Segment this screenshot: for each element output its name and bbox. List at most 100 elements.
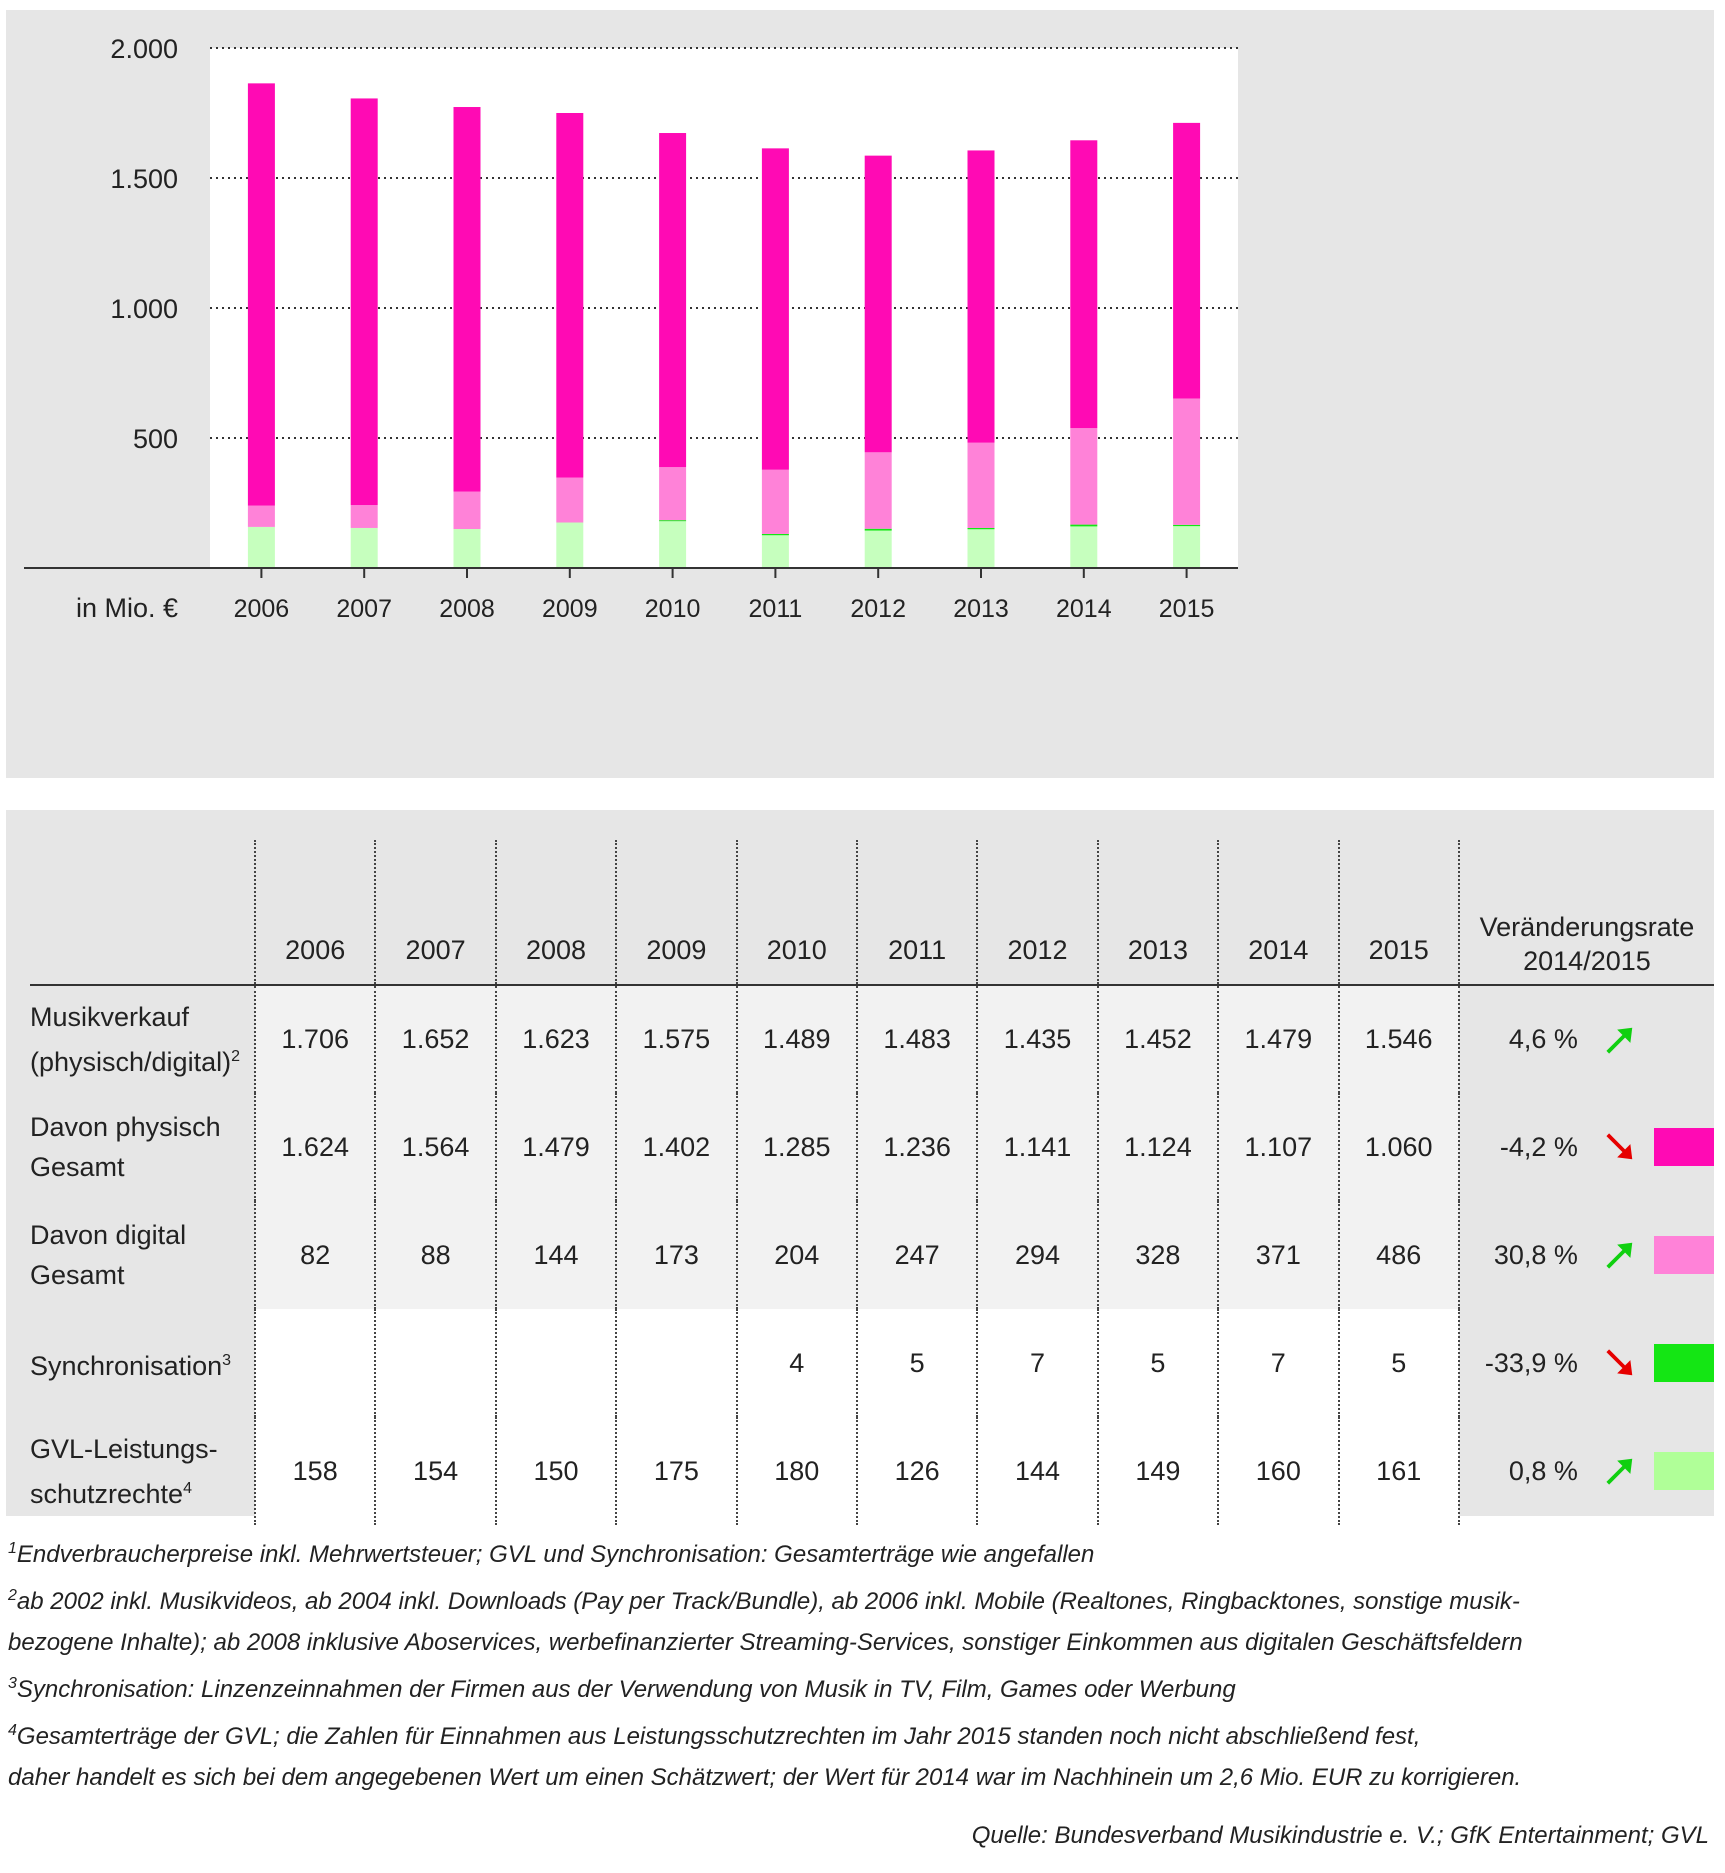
bar-segment bbox=[761, 533, 789, 536]
table-cell bbox=[374, 1309, 496, 1417]
table-cell: 1.452 bbox=[1096, 985, 1219, 1093]
footnote: 4Gesamterträge der GVL; die Zahlen für E… bbox=[8, 1722, 1421, 1750]
table-cell: 4 bbox=[735, 1309, 857, 1417]
header-year: 2012 bbox=[976, 840, 1098, 986]
bar-segment bbox=[761, 469, 789, 534]
x-tick-label: 2010 bbox=[645, 595, 701, 623]
legend-swatch bbox=[1653, 1452, 1714, 1490]
bar-segment bbox=[1173, 524, 1201, 527]
trend-up-icon bbox=[1606, 1242, 1633, 1269]
header-rate: Veränderungsrate 2014/2015 bbox=[1457, 840, 1714, 986]
bar-segment bbox=[350, 98, 378, 506]
bar-segment bbox=[967, 527, 995, 530]
table-row: Synchronisation3 4 5 7 5 7 5 -33,9 % bbox=[30, 1309, 1714, 1417]
table-cell: 160 bbox=[1217, 1417, 1339, 1525]
footnote: 3Synchronisation: Linzenzeinnahmen der F… bbox=[8, 1675, 1236, 1703]
bar-segment bbox=[967, 150, 995, 443]
table-cell: 154 bbox=[374, 1417, 496, 1525]
x-tick-label: 2006 bbox=[234, 595, 290, 623]
legend-swatch bbox=[1653, 1128, 1714, 1166]
bar-segment bbox=[864, 530, 892, 568]
stacked-bar-chart: 500 1.000 1.500 2.000 2006 2007 2008 2009 2010 20… bbox=[24, 34, 1238, 623]
bar-segment bbox=[556, 113, 584, 478]
table-cell: 82 bbox=[253, 1201, 376, 1309]
bar-segment bbox=[453, 107, 481, 492]
trend-up-icon bbox=[1606, 1458, 1633, 1485]
row-label: Synchronisation3 bbox=[30, 1350, 232, 1381]
header-year: 2006 bbox=[253, 840, 376, 986]
bar-segment bbox=[350, 505, 378, 528]
table-cell: 5 bbox=[1096, 1309, 1219, 1417]
bar-segment bbox=[659, 133, 687, 468]
table-cell: 161 bbox=[1337, 1417, 1459, 1525]
data-table: 2006 2007 2008 2009 2010 2011 2012 2013 2014 2015… bbox=[30, 840, 1714, 1525]
header-year: 2007 bbox=[374, 840, 496, 986]
table-cell: 88 bbox=[374, 1201, 496, 1309]
table-cell: 1.479 bbox=[494, 1093, 617, 1201]
table-cell: 7 bbox=[976, 1309, 1098, 1417]
rate-cell: 4,6 % bbox=[1457, 985, 1714, 1093]
bar-segment bbox=[1070, 524, 1098, 527]
row-label: Musikverkauf (physisch/digital)2 bbox=[30, 1002, 240, 1077]
table-cell: 1.479 bbox=[1217, 985, 1339, 1093]
table-cell: 1.564 bbox=[374, 1093, 496, 1201]
bar-segment bbox=[1070, 428, 1098, 525]
bar-segment bbox=[659, 467, 687, 521]
y-tick-label: 2.000 bbox=[110, 34, 178, 64]
rate-cell: -4,2 % bbox=[1457, 1093, 1714, 1201]
table-cell: 1.706 bbox=[253, 985, 376, 1093]
trend-down-icon bbox=[1606, 1349, 1633, 1376]
rate-cell: -33,9 % bbox=[1457, 1309, 1714, 1417]
bar-segment bbox=[864, 155, 892, 453]
rate-value: -4,2 % bbox=[1499, 1131, 1578, 1162]
table-cell: 1.060 bbox=[1337, 1093, 1459, 1201]
bar-segment bbox=[1070, 526, 1098, 568]
row-label: GVL-Leistungs-schutzrechte4 bbox=[30, 1433, 218, 1509]
bar-segment bbox=[1070, 140, 1098, 429]
row-label: Davon digital Gesamt bbox=[30, 1220, 187, 1290]
table-cell: 1.124 bbox=[1096, 1093, 1219, 1201]
footnote: 2ab 2002 inkl. Musikvideos, ab 2004 inkl… bbox=[8, 1587, 1520, 1615]
rate-value: 30,8 % bbox=[1493, 1239, 1578, 1270]
header-year: 2013 bbox=[1096, 840, 1219, 986]
table-cell: 144 bbox=[494, 1201, 617, 1309]
x-tick-label: 2007 bbox=[336, 595, 392, 623]
bar-segment bbox=[1173, 526, 1201, 568]
table-cell: 1.489 bbox=[735, 985, 857, 1093]
table-cell: 126 bbox=[855, 1417, 978, 1525]
bar-segment bbox=[247, 83, 275, 506]
table-cell: 5 bbox=[855, 1309, 978, 1417]
plot-area bbox=[210, 48, 1238, 568]
header-year: 2014 bbox=[1217, 840, 1339, 986]
bar-segment bbox=[453, 529, 481, 568]
chart-panel: 500 1.000 1.500 2.000 2006 2007 2008 2009 2010 20… bbox=[6, 10, 1714, 778]
x-tick-label: 2011 bbox=[749, 595, 803, 623]
footnote: 1Endverbraucherpreise inkl. Mehrwertsteu… bbox=[8, 1540, 1095, 1568]
table-cell: 5 bbox=[1337, 1309, 1459, 1417]
table-cell: 371 bbox=[1217, 1201, 1339, 1309]
trend-up-icon bbox=[1606, 1027, 1633, 1054]
table-cell: 1.546 bbox=[1337, 985, 1459, 1093]
table-cell: 294 bbox=[976, 1201, 1098, 1309]
table-cell: 1.236 bbox=[855, 1093, 978, 1201]
header-year: 2015 bbox=[1337, 840, 1459, 986]
table-cell: 1.435 bbox=[976, 985, 1098, 1093]
x-tick-label: 2013 bbox=[953, 595, 1009, 623]
header-year: 2011 bbox=[855, 840, 978, 986]
source-note: Quelle: Bundesverband Musikindustrie e. … bbox=[971, 1822, 1709, 1849]
bar-segment bbox=[453, 491, 481, 529]
table-cell: 144 bbox=[976, 1417, 1098, 1525]
table-cell: 150 bbox=[494, 1417, 617, 1525]
bar-segment bbox=[247, 505, 275, 527]
footnotes: 1Endverbraucherpreise inkl. Mehrwertsteu… bbox=[8, 1528, 1708, 1798]
bar-segment bbox=[1173, 122, 1201, 399]
table-cell: 486 bbox=[1337, 1201, 1459, 1309]
table-cell: 1.575 bbox=[615, 985, 737, 1093]
table-cell: 1.652 bbox=[374, 985, 496, 1093]
footnote: daher handelt es sich bei dem angegebene… bbox=[8, 1764, 1522, 1791]
table-cell: 149 bbox=[1096, 1417, 1219, 1525]
table-cell bbox=[253, 1309, 376, 1417]
x-tick-label: 2009 bbox=[542, 595, 598, 623]
y-tick-label: 1.000 bbox=[110, 294, 178, 324]
table-cell: 1.483 bbox=[855, 985, 978, 1093]
